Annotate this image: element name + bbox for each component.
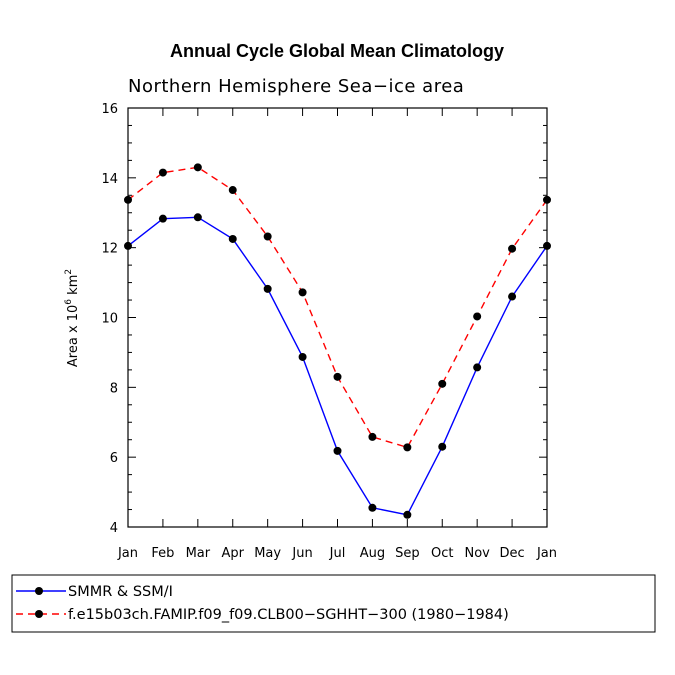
x-tick-label: May [254,546,281,561]
data-point [158,168,167,177]
data-point [298,352,307,361]
x-tick-label: Nov [464,546,490,561]
y-tick-label: 8 [110,381,118,396]
y-tick-label: 6 [110,451,118,466]
legend-label: f.e15b03ch.FAMIP.f09_f09.CLB00−SGHHT−300… [68,607,509,623]
plot-border [127,107,548,528]
y-axis-label-exp1: 6 [64,299,74,305]
data-point [438,442,447,451]
x-axis: Jan Feb Mar Apr May Jun Jul Aug Sep Oct Nov Dec Jan [117,108,557,561]
data-point [124,195,132,204]
data-point [263,284,272,293]
series-1 [124,213,551,519]
y-tick-label: 12 [101,242,118,257]
x-tick-label: Jan [536,546,557,561]
x-tick-label: Oct [431,546,453,561]
legend-marker [35,587,43,595]
data-point [508,244,517,253]
data-point [263,232,272,241]
data-point [333,372,342,381]
data-point [403,510,412,519]
y-tick-label: 4 [110,521,118,536]
data-point [473,363,482,372]
series-2 [124,163,551,452]
data-point [193,163,202,172]
series-line [127,216,548,516]
y-axis-label: Area x 106 km2 [64,269,81,367]
data-point [158,214,167,223]
chart-subtitle: Northern Hemisphere Sea−ice area [128,76,464,97]
data-point [368,432,377,441]
x-tick-label: Feb [151,546,174,561]
legend-marker [35,610,43,618]
data-point [403,443,412,452]
plot-area [127,107,548,528]
x-tick-label: Aug [360,546,385,561]
data-point [228,234,237,243]
x-tick-label: Jul [329,546,346,561]
y-tick-label: 14 [101,172,118,187]
x-tick-label: Sep [395,546,420,561]
data-point [543,195,551,204]
x-tick-label: Jan [117,546,138,561]
x-tick-label: Dec [500,546,525,561]
chart-title: Annual Cycle Global Mean Climatology [170,41,504,61]
y-axis-label-base: Area x 10 [66,305,81,367]
legend-label: SMMR & SSM/I [68,584,173,600]
data-point [368,503,377,512]
data-point [473,312,482,321]
x-tick-label: Apr [222,546,245,561]
data-point [193,213,202,222]
series-layer [124,163,551,519]
x-tick-label: Mar [186,546,211,561]
data-point [438,379,447,388]
legend-box [11,574,656,633]
legend: SMMR & SSM/I f.e15b03ch.FAMIP.f09_f09.CLB… [11,574,656,633]
series-line [127,166,548,449]
y-tick-label: 10 [101,312,118,327]
data-point [228,186,237,195]
x-tick-label: Jun [291,546,312,561]
y-axis-label-exp2: 2 [64,269,74,275]
data-point [543,241,551,250]
data-point [333,446,342,455]
data-point [298,288,307,297]
data-point [124,241,132,250]
y-axis-label-mid: km [66,275,81,299]
y-tick-label: 16 [101,102,118,117]
y-axis: 4 6 8 10 12 14 16 [101,102,547,536]
data-point [508,292,517,301]
